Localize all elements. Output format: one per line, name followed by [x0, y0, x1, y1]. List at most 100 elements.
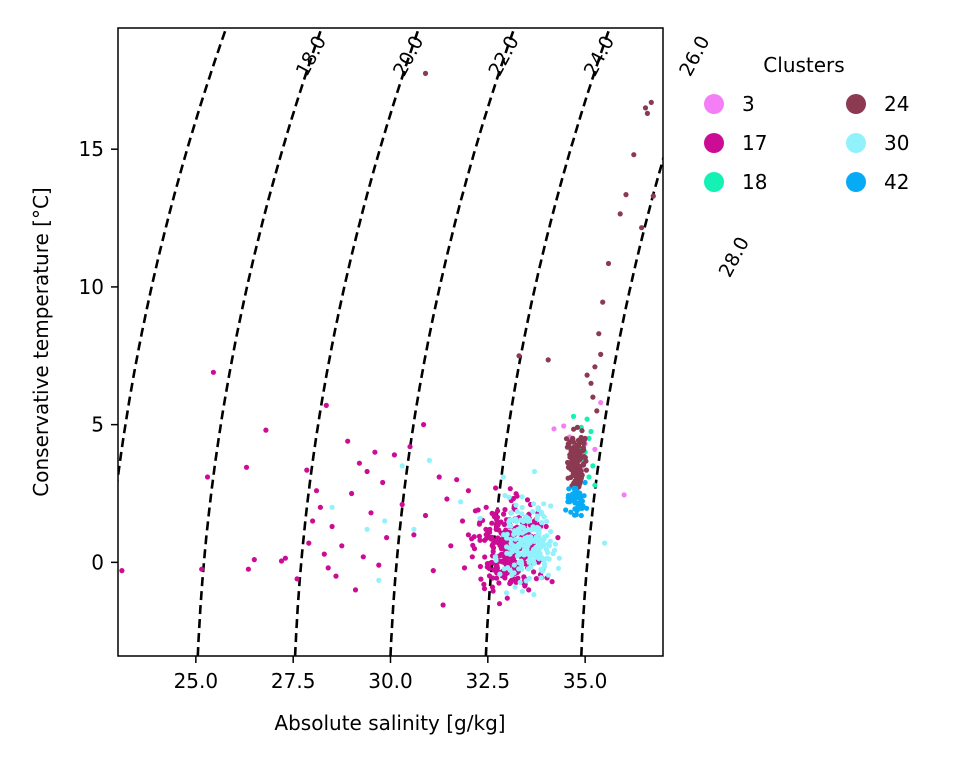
data-point [482, 554, 488, 560]
data-point [376, 562, 382, 568]
data-point [566, 486, 572, 492]
legend-label: 17 [742, 131, 767, 155]
data-point [571, 444, 577, 450]
data-point [545, 550, 551, 556]
data-point [352, 587, 359, 593]
data-point [119, 568, 125, 574]
data-point [502, 492, 508, 499]
data-point [513, 502, 519, 508]
data-point [465, 532, 471, 538]
data-point [548, 529, 554, 535]
legend-label: 18 [742, 170, 767, 194]
data-point [567, 454, 573, 460]
data-point [251, 557, 257, 563]
data-point [333, 573, 339, 579]
data-point [576, 500, 582, 506]
data-point [504, 544, 510, 550]
data-point [516, 566, 522, 572]
data-point [531, 468, 538, 475]
data-point [380, 479, 386, 486]
data-point [586, 435, 592, 441]
legend-item-42: 42 [846, 170, 909, 194]
data-point [478, 576, 484, 582]
contour-label-22.0: 22.0 [484, 32, 523, 80]
data-point [556, 555, 562, 561]
data-point [566, 440, 572, 446]
y-tick-label: 10 [79, 275, 104, 299]
x-tick-label: 35.0 [563, 669, 608, 693]
y-axis-label: Conservative temperature [°C] [29, 187, 53, 496]
data-point [294, 576, 300, 582]
data-point [495, 508, 501, 514]
data-point [571, 485, 577, 491]
data-point [548, 503, 554, 509]
data-point [321, 551, 327, 557]
data-point [407, 444, 413, 450]
data-point [210, 369, 216, 375]
data-point [496, 580, 502, 586]
x-tick-label: 27.5 [271, 669, 316, 693]
data-point [504, 535, 510, 541]
data-point [549, 579, 555, 585]
data-point [519, 494, 525, 500]
data-point [578, 505, 584, 511]
data-point [421, 422, 427, 428]
data-point [555, 565, 562, 571]
data-point [573, 512, 580, 518]
data-point [497, 552, 504, 559]
data-point [502, 507, 508, 513]
y-axis: 0 5 10 15 [79, 137, 118, 574]
data-point [602, 540, 608, 546]
data-point [600, 299, 606, 305]
data-point [470, 542, 476, 549]
data-point [582, 435, 588, 441]
data-point [576, 448, 582, 454]
legend-item-30: 30 [846, 131, 909, 155]
data-point [376, 577, 382, 583]
data-point [580, 445, 587, 451]
data-point [573, 474, 579, 480]
data-point [588, 428, 594, 435]
data-point [483, 504, 489, 510]
data-point [526, 527, 532, 533]
data-point [490, 588, 496, 594]
density-contours [118, 28, 663, 656]
data-point [561, 423, 567, 429]
data-point [574, 424, 581, 430]
data-point [571, 496, 577, 502]
data-point [454, 477, 460, 483]
data-point [526, 575, 533, 582]
data-point [578, 475, 584, 481]
data-point [563, 436, 570, 442]
data-point [461, 565, 468, 571]
x-tick-label: 32.5 [466, 669, 511, 693]
data-point [536, 526, 543, 533]
data-point [481, 581, 487, 588]
data-point [458, 499, 464, 505]
y-tick-label: 15 [79, 137, 104, 161]
data-point [504, 550, 510, 556]
data-point [514, 493, 520, 499]
data-point [521, 552, 527, 558]
data-point [497, 571, 503, 577]
data-point [513, 516, 519, 522]
series-3 [551, 400, 627, 498]
data-point [582, 479, 588, 486]
data-point [541, 501, 547, 507]
data-point [476, 521, 482, 527]
data-point [310, 518, 316, 524]
data-point [531, 501, 537, 507]
data-point [568, 509, 574, 515]
data-point [544, 518, 550, 525]
data-point [617, 211, 623, 217]
data-point [317, 504, 323, 510]
data-point [465, 488, 471, 494]
isopycnal-18.0 [196, 28, 323, 656]
data-point [623, 192, 629, 198]
x-tick-label: 25.0 [174, 669, 219, 693]
legend-label: 24 [884, 92, 909, 116]
legend-item-17: 17 [704, 131, 767, 155]
data-point [539, 555, 545, 561]
data-point [508, 536, 514, 543]
data-point [642, 105, 649, 111]
